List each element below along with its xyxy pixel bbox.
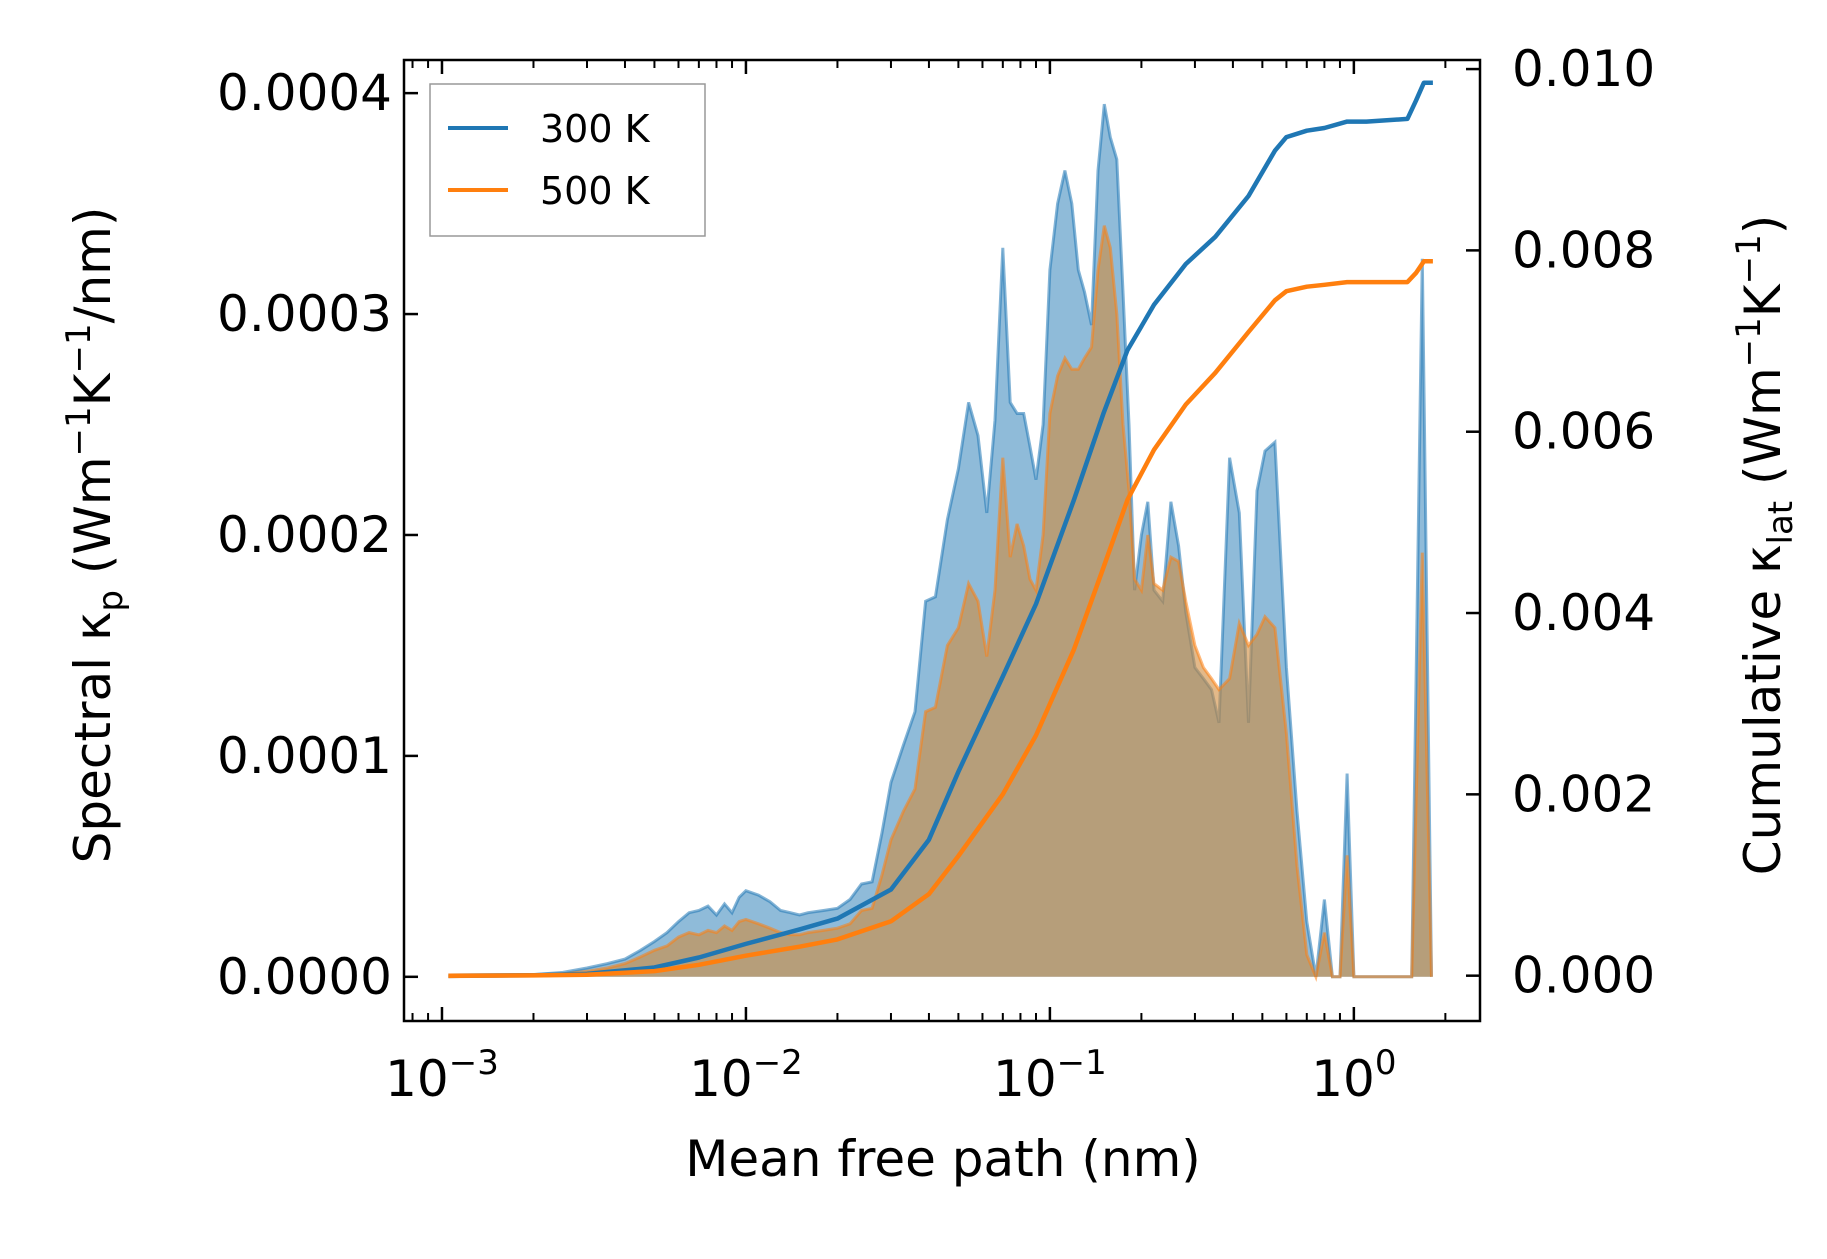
legend: 300 K 500 K bbox=[429, 83, 706, 237]
y-right-tick-label: 0.010 bbox=[1512, 40, 1655, 98]
y-left-tick-label: 0.0003 bbox=[217, 285, 392, 343]
y-right-tick-label: 0.002 bbox=[1512, 765, 1655, 823]
y-left-tick-label: 0.0004 bbox=[217, 64, 392, 122]
y-left-tick-label: 0.0001 bbox=[217, 727, 392, 785]
x-tick-label: 10−3 bbox=[385, 1043, 499, 1108]
cumulative-line-500k bbox=[448, 259, 1433, 978]
x-axis-title: Mean free path (nm) bbox=[685, 1130, 1201, 1188]
fills-layer bbox=[448, 103, 1433, 983]
x-tick-label: 10−2 bbox=[689, 1043, 803, 1108]
y-right-tick-label: 0.008 bbox=[1512, 221, 1655, 279]
y-left-tick-label: 0.0002 bbox=[217, 506, 392, 564]
y-axis-left-title: Spectral κp (Wm−1K−1/nm) bbox=[59, 207, 131, 864]
legend-label-300k: 300 K bbox=[540, 107, 651, 151]
y-left-tick-label: 0.0000 bbox=[217, 948, 392, 1006]
legend-label-500k: 500 K bbox=[540, 169, 651, 213]
y-right-tick-label: 0.000 bbox=[1512, 947, 1655, 1005]
plot-frame bbox=[402, 58, 1482, 1023]
x-tick-label: 100 bbox=[1311, 1043, 1396, 1108]
y-right-tick-label: 0.004 bbox=[1512, 584, 1655, 642]
spectral-area-500k bbox=[448, 225, 1432, 977]
y-axis-right-title: Cumulative κlat (Wm−1K−1) bbox=[1729, 215, 1801, 875]
cumulative-line-300k bbox=[448, 80, 1433, 978]
lines-layer bbox=[448, 80, 1433, 978]
ticks-layer: 10−3 10−2 10−1 1000.00000.00010.00020.00030… bbox=[217, 40, 1655, 1108]
spectral-edge-500k bbox=[448, 225, 1433, 983]
x-tick-label: 10−1 bbox=[993, 1043, 1107, 1108]
y-right-tick-label: 0.006 bbox=[1512, 403, 1655, 461]
legend-frame bbox=[429, 83, 706, 237]
spectral-edge-300k bbox=[448, 103, 1433, 979]
